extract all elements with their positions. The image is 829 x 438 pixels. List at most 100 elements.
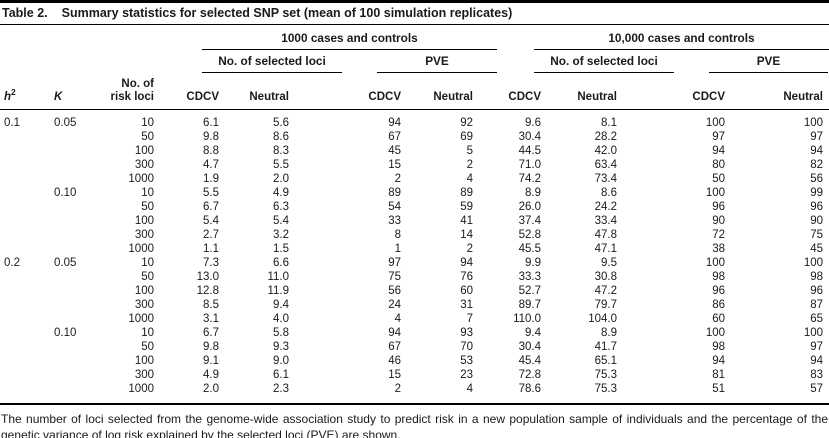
cell-value: 100 [705,117,725,129]
cell-value: 9.6 [525,117,541,129]
group-header-row: 1000 cases and controls 10,000 cases and… [0,25,829,51]
cell-value: 60 [460,285,473,297]
table-row: 1000 2.0 2.3 2 4 78.6 75.3 51 57 [0,382,829,404]
cell-k [50,242,105,256]
cell-value: 2.0 [273,173,289,185]
cell-h2 [0,158,50,172]
cell-value: 93 [460,327,473,339]
cell-h2 [0,326,50,340]
cell-value: 45 [388,145,401,157]
cell-value: 30.8 [594,271,617,283]
cell-value: 75.3 [594,383,617,395]
cell-h2 [0,284,50,298]
cell-h2: 0.2 [4,257,20,269]
cell-k [50,228,105,242]
cell-value: 75.3 [594,369,617,381]
column-header-row: h2 K No. of risk loci CDCV Neutral CDCV … [0,74,829,110]
column-header-cdcv-loci-10000: CDCV [479,74,547,110]
cell-value: 45.5 [518,243,541,255]
cell-value: 45.4 [518,355,541,367]
cell-value: 2 [466,243,473,255]
cell-value: 5 [466,145,473,157]
cell-value: 52.7 [518,285,541,297]
cell-k [50,130,105,144]
cell-k [50,172,105,186]
cell-value: 54 [388,201,401,213]
table-row: 0.1 0.05 10 6.1 5.6 94 92 9.6 8.1 100 100 [0,110,829,131]
column-header-h2: h2 [0,74,50,110]
cell-value: 1.1 [203,243,219,255]
cell-h2 [0,354,50,368]
cell-value: 4.9 [203,369,219,381]
cell-value: 99 [810,187,823,199]
cell-value: 52.8 [518,229,541,241]
cell-value: 47.1 [594,243,617,255]
cell-value: 8 [394,229,401,241]
cell-value: 8.3 [273,145,289,157]
cell-value: 6.1 [273,369,289,381]
cell-value: 2.7 [203,229,219,241]
cell-value: 59 [460,201,473,213]
cell-value: 41 [460,215,473,227]
summary-statistics-table: 1000 cases and controls 10,000 cases and… [0,25,829,405]
cell-value: 23 [460,369,473,381]
cell-k [50,340,105,354]
cell-k: 0.10 [54,327,77,339]
cell-risk-loci: 1000 [128,313,154,325]
cell-value: 4.9 [273,187,289,199]
cell-risk-loci: 100 [134,355,154,367]
cell-k [50,270,105,284]
cell-value: 33 [388,215,401,227]
column-header-cdcv-loci-1000: CDCV [160,74,225,110]
table-row: 0.2 0.05 10 7.3 6.6 97 94 9.9 9.5 100 100 [0,256,829,270]
cell-value: 97 [388,257,401,269]
column-header-neutral-loci-10000: Neutral [547,74,623,110]
cell-value: 100 [705,257,725,269]
subheader-selected-loci-1000: No. of selected loci [202,54,342,73]
cell-risk-loci: 10 [141,187,154,199]
cell-h2 [0,200,50,214]
cell-value: 8.1 [601,117,617,129]
column-header-cdcv-pve-10000: CDCV [623,74,731,110]
cell-value: 50 [712,173,725,185]
cell-value: 1.9 [203,173,219,185]
cell-value: 53 [460,355,473,367]
cell-value: 8.9 [601,327,617,339]
cell-value: 80 [712,159,725,171]
table-row: 0.10 10 6.7 5.8 94 93 9.4 8.9 100 100 [0,326,829,340]
table-row: 0.10 10 5.5 4.9 89 89 8.9 8.6 100 99 [0,186,829,200]
cell-value: 67 [388,131,401,143]
cell-value: 100 [803,257,823,269]
cell-value: 1 [394,243,401,255]
cell-risk-loci: 300 [134,229,154,241]
cell-value: 63.4 [594,159,617,171]
column-header-neutral-pve-1000: Neutral [407,74,479,110]
cell-value: 7.3 [203,257,219,269]
column-header-neutral-pve-10000: Neutral [731,74,829,110]
cell-h2 [0,340,50,354]
table-row: 300 8.5 9.4 24 31 89.7 79.7 86 87 [0,298,829,312]
cell-value: 15 [388,369,401,381]
cell-value: 30.4 [518,341,541,353]
cell-risk-loci: 300 [134,369,154,381]
cell-value: 73.4 [594,173,617,185]
subheader-pve-10000: PVE [709,54,828,73]
cell-h2: 0.1 [4,117,20,129]
cell-h2 [0,382,50,404]
cell-value: 57 [810,383,823,395]
cell-value: 86 [712,299,725,311]
cell-value: 94 [388,117,401,129]
cell-value: 28.2 [594,131,617,143]
cell-risk-loci: 10 [141,117,154,129]
cell-value: 9.8 [203,131,219,143]
group-header-10000-cases: 10,000 cases and controls [534,31,829,50]
table-footnote: The number of loci selected from the gen… [1,412,828,438]
cell-h2 [0,214,50,228]
column-header-cdcv-pve-1000: CDCV [295,74,407,110]
cell-value: 83 [810,369,823,381]
cell-value: 94 [460,257,473,269]
cell-value: 94 [810,355,823,367]
cell-value: 5.8 [273,327,289,339]
cell-k [50,144,105,158]
cell-risk-loci: 50 [141,131,154,143]
